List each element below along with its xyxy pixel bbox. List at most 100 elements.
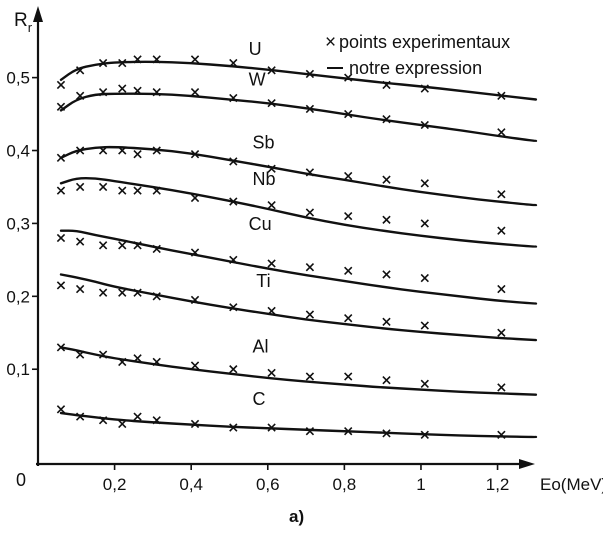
data-point bbox=[56, 281, 66, 290]
series-label: Sb bbox=[252, 132, 274, 152]
axes: 0,1 0,2 0,3 0,4 0,5 0,2 0,4 0,6 0,8 1 1,2 bbox=[6, 6, 535, 494]
data-point bbox=[75, 66, 85, 75]
data-point bbox=[229, 303, 238, 312]
x-axis-arrow bbox=[519, 459, 535, 469]
data-point bbox=[267, 306, 276, 316]
series-w: W bbox=[56, 70, 538, 143]
data-point bbox=[56, 186, 66, 195]
data-point bbox=[420, 179, 429, 188]
data-point bbox=[56, 102, 66, 111]
curve-w bbox=[59, 92, 538, 143]
data-point bbox=[305, 69, 315, 79]
series-label: Ti bbox=[256, 271, 270, 291]
data-point bbox=[152, 55, 161, 64]
data-point bbox=[152, 88, 161, 97]
data-point bbox=[344, 266, 353, 275]
data-point bbox=[75, 284, 85, 294]
data-point bbox=[98, 182, 108, 192]
data-point bbox=[344, 171, 353, 181]
data-point bbox=[382, 375, 391, 385]
data-point bbox=[497, 430, 506, 440]
series-label: Cu bbox=[249, 214, 272, 234]
data-point bbox=[190, 361, 200, 370]
y-ticks: 0,1 0,2 0,3 0,4 0,5 bbox=[6, 69, 38, 379]
data-point bbox=[305, 372, 315, 381]
data-point bbox=[229, 93, 238, 103]
series-nb: Nb bbox=[56, 169, 538, 248]
data-point bbox=[382, 429, 391, 438]
data-point bbox=[420, 120, 429, 130]
data-point bbox=[56, 405, 66, 414]
data-point bbox=[118, 146, 127, 155]
data-point bbox=[75, 350, 85, 359]
y-axis-label: Rr bbox=[14, 10, 33, 35]
data-point bbox=[497, 91, 506, 101]
data-point bbox=[118, 241, 127, 250]
y-tick-label: 0,1 bbox=[6, 360, 30, 379]
data-point bbox=[344, 211, 353, 221]
series-al: Al bbox=[56, 336, 538, 396]
data-point bbox=[267, 368, 276, 378]
data-point bbox=[305, 262, 315, 272]
data-point bbox=[118, 419, 127, 429]
legend-markers-label: points experimentaux bbox=[339, 32, 510, 52]
data-point bbox=[152, 186, 161, 195]
data-point bbox=[305, 427, 315, 436]
data-point bbox=[75, 146, 85, 155]
data-point bbox=[133, 86, 142, 95]
data-point bbox=[497, 226, 506, 235]
y-tick-label: 0,5 bbox=[6, 69, 30, 88]
data-point bbox=[267, 201, 276, 210]
data-point bbox=[229, 157, 238, 166]
data-point bbox=[190, 295, 200, 305]
y-tick-label: 0,3 bbox=[6, 214, 30, 233]
data-point bbox=[497, 284, 506, 294]
x-tick-label: 1 bbox=[416, 475, 425, 494]
data-point bbox=[229, 423, 238, 432]
x-ticks: 0,2 0,4 0,6 0,8 1 1,2 bbox=[103, 464, 509, 494]
series-label: W bbox=[249, 70, 266, 90]
curve-cu bbox=[59, 229, 538, 305]
data-point bbox=[98, 416, 108, 425]
data-point bbox=[497, 383, 506, 392]
figure-caption: a) bbox=[289, 507, 304, 526]
data-point bbox=[56, 153, 66, 162]
series-cu: Cu bbox=[56, 214, 538, 305]
data-point bbox=[190, 149, 200, 159]
data-point bbox=[75, 237, 85, 246]
data-point bbox=[152, 146, 161, 155]
data-point bbox=[382, 317, 391, 327]
data-point bbox=[118, 58, 127, 68]
data-point bbox=[497, 128, 506, 137]
data-point bbox=[152, 416, 161, 425]
series-sb: Sb bbox=[56, 132, 538, 207]
data-point bbox=[118, 186, 127, 195]
data-point bbox=[98, 350, 108, 359]
data-point bbox=[118, 84, 127, 93]
data-point bbox=[267, 423, 276, 432]
data-point bbox=[56, 80, 66, 90]
data-point bbox=[75, 91, 85, 101]
data-point bbox=[190, 88, 200, 97]
data-point bbox=[267, 66, 276, 75]
plot-area: UW Sb Nb Cu Ti Al C bbox=[56, 39, 538, 440]
curve-ti bbox=[59, 273, 538, 342]
data-point bbox=[98, 58, 108, 68]
data-point bbox=[382, 270, 391, 279]
data-point bbox=[75, 412, 85, 421]
data-point bbox=[118, 288, 127, 297]
series-u: U bbox=[56, 39, 538, 101]
data-point bbox=[229, 58, 238, 68]
data-point bbox=[98, 288, 108, 297]
x-tick-label: 0,8 bbox=[333, 475, 357, 494]
data-point bbox=[190, 419, 200, 429]
data-point bbox=[133, 186, 142, 195]
data-point bbox=[382, 80, 391, 90]
data-point bbox=[190, 193, 200, 203]
curve-c bbox=[59, 411, 538, 439]
x-tick-label: 0,6 bbox=[256, 475, 280, 494]
series-label: U bbox=[249, 39, 262, 59]
data-point bbox=[344, 372, 353, 381]
data-point bbox=[56, 233, 66, 243]
